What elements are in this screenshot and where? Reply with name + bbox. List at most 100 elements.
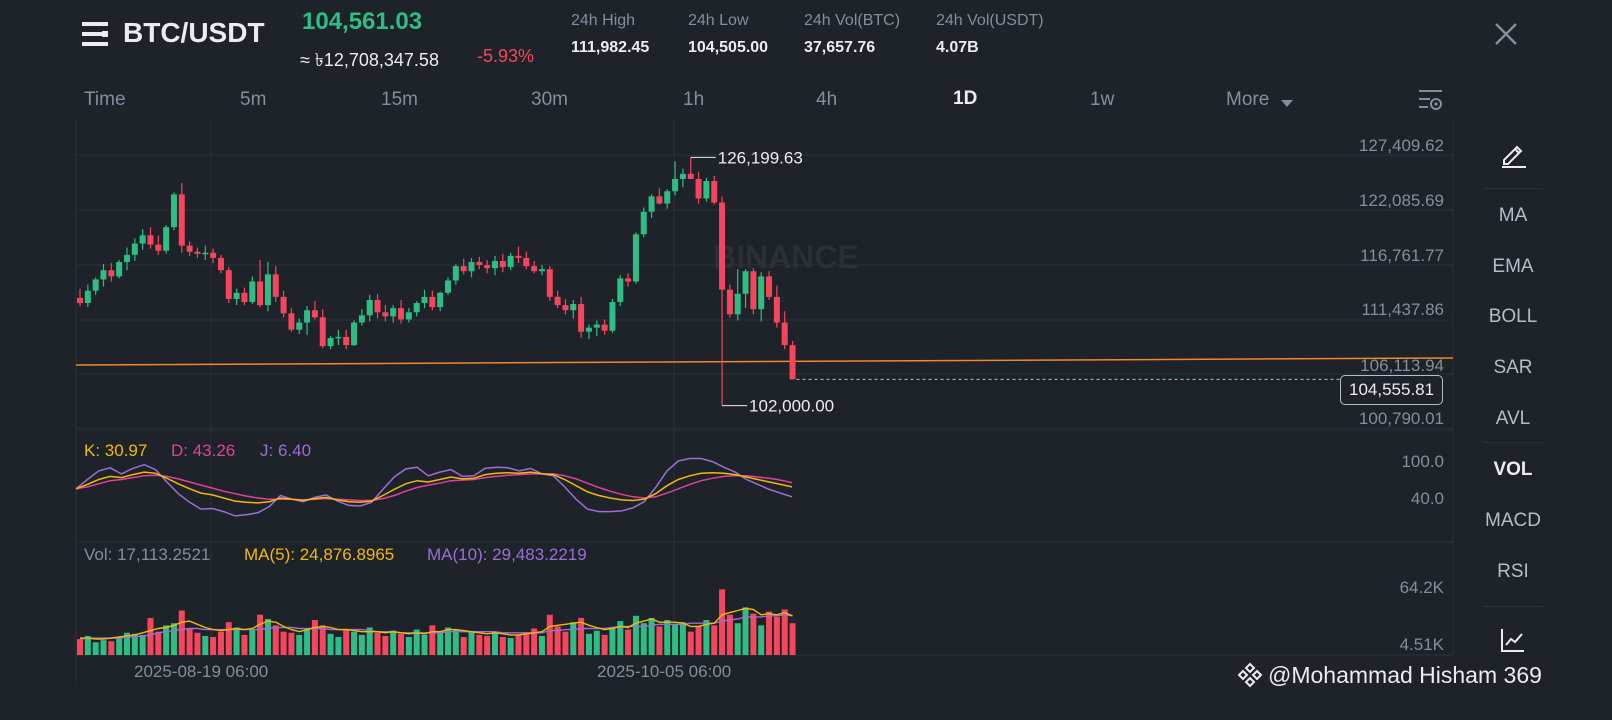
tool-ema[interactable]: EMA (1492, 256, 1534, 277)
volume-bar (773, 616, 780, 655)
candle-body (758, 276, 765, 310)
candle-body (77, 297, 83, 304)
volume-bar (288, 632, 295, 655)
candle-body (147, 235, 154, 245)
volume-bar (233, 627, 240, 655)
volume-bar (390, 630, 397, 655)
volume-bar (217, 631, 224, 655)
candle-body (421, 296, 428, 304)
volume-bar (272, 625, 279, 655)
tab-5m[interactable]: 5m (240, 89, 267, 110)
candle-body (358, 315, 365, 323)
credit-text: @Mohammad Hisham 369 (1268, 662, 1542, 688)
volume-bar (742, 607, 749, 655)
pair-title[interactable]: BTC/USDT (123, 17, 265, 48)
candle-body (100, 270, 107, 280)
volume-bar (147, 617, 154, 655)
candle-body (116, 262, 123, 277)
volume-bar (781, 609, 788, 655)
high-marker-label: 126,199.63 (718, 148, 803, 167)
menu-icon[interactable] (82, 20, 110, 48)
close-icon[interactable] (1494, 22, 1518, 46)
binance-logo-icon (1237, 662, 1263, 693)
tool-macd[interactable]: MACD (1485, 510, 1541, 531)
current-price-label: 104,555.81 (1340, 375, 1444, 405)
chart-settings-icon[interactable] (1418, 88, 1444, 117)
tool-ma[interactable]: MA (1498, 205, 1528, 226)
tab-time[interactable]: Time (84, 89, 126, 110)
candle-body (789, 345, 796, 380)
candle-body (366, 299, 373, 316)
volume-bar (758, 625, 765, 655)
side-divider (1483, 188, 1543, 189)
candle-body (625, 278, 632, 282)
candle-body (719, 202, 726, 290)
price-axis-label: 122,085.69 (1358, 191, 1444, 210)
volume-bar (578, 617, 585, 655)
candle-body (319, 317, 326, 347)
tab-4h[interactable]: 4h (816, 89, 838, 110)
tool-rsi[interactable]: RSI (1497, 561, 1529, 582)
candle-body (523, 257, 530, 267)
candle-body (202, 252, 209, 255)
candle-body (703, 180, 710, 199)
volume-bar (726, 614, 733, 655)
low-marker-label: 102,000.00 (749, 397, 834, 416)
candle-body (429, 296, 436, 308)
tab-1d[interactable]: 1D (953, 88, 978, 109)
candle-body (210, 252, 217, 258)
volume-bar (264, 618, 271, 655)
candle-body (194, 251, 201, 254)
volume-bar (445, 627, 452, 655)
candle-body (687, 173, 694, 179)
volume-bar (178, 610, 185, 655)
vol-ma5-line (80, 607, 793, 640)
volume-bar (515, 634, 522, 655)
candle-body (460, 266, 467, 272)
candle-body (327, 337, 334, 347)
candle-body (108, 270, 115, 277)
volume-bar (789, 623, 796, 655)
time-axis-label: 2025-10-05 06:00 (597, 662, 732, 681)
volume-bar (546, 614, 553, 655)
volume-bar (554, 626, 561, 655)
volume-bar (734, 623, 741, 655)
candle-body (155, 244, 162, 251)
price-axis-label: 111,437.86 (1361, 300, 1444, 319)
volume-bar (296, 634, 303, 655)
candle-body (257, 281, 264, 306)
volume-bar (398, 633, 405, 655)
candle-body (452, 266, 459, 281)
candle-body (679, 173, 686, 179)
candle-body (562, 305, 569, 311)
tool-sar[interactable]: SAR (1493, 357, 1533, 378)
tab-more[interactable]: More (1226, 89, 1270, 110)
volume-bar (507, 638, 514, 655)
candle-body (664, 191, 671, 204)
stat-value-vol-usdt: 4.07B (936, 39, 979, 56)
tab-15m[interactable]: 15m (381, 89, 418, 110)
vol-axis-bottom: 4.51K (1399, 635, 1444, 654)
volume-bar (750, 613, 757, 655)
volume-bar (437, 632, 444, 655)
candle-body (554, 296, 561, 306)
indicator-chart-icon[interactable] (1500, 627, 1526, 658)
tool-vol[interactable]: VOL (1493, 459, 1533, 480)
volume-bar (695, 626, 702, 655)
volume-bar (202, 635, 209, 655)
time-axis-label: 2025-08-19 06:00 (134, 662, 269, 681)
draw-tool-icon[interactable] (1500, 140, 1528, 173)
tool-avl[interactable]: AVL (1495, 408, 1531, 429)
tab-30m[interactable]: 30m (531, 89, 568, 110)
volume-bar (609, 627, 616, 655)
binance-watermark: BINANCE (713, 239, 859, 275)
candle-body (585, 327, 592, 332)
tab-1w[interactable]: 1w (1090, 89, 1115, 110)
candle-body (617, 278, 624, 303)
candle-body (304, 310, 311, 323)
tab-1h[interactable]: 1h (683, 89, 705, 110)
tool-boll[interactable]: BOLL (1488, 306, 1538, 327)
caret-down-icon[interactable] (1281, 95, 1293, 113)
volume-bar (405, 636, 412, 655)
